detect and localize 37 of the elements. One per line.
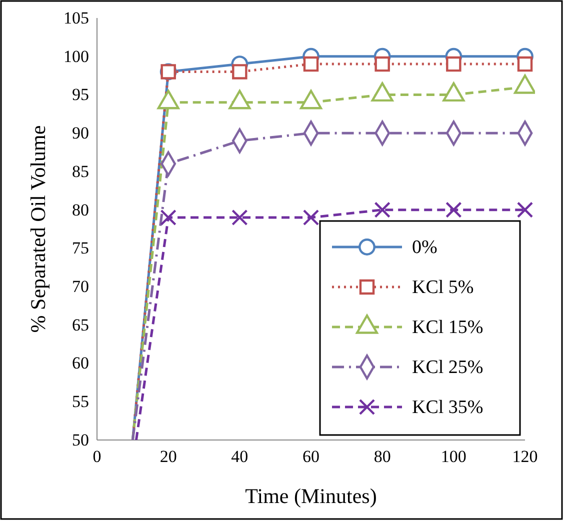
y-axis-title: % Separated Oil Volume	[26, 125, 50, 333]
y-tick-label: 65	[72, 315, 89, 334]
x-tick-label: 80	[374, 447, 391, 466]
y-tick-label: 60	[72, 354, 89, 373]
y-tick-label: 80	[72, 200, 89, 220]
x-tick-label: 0	[92, 447, 102, 466]
x-axis-title: Time (Minutes)	[245, 484, 377, 508]
y-tick-label: 100	[64, 46, 89, 66]
x-tick-label: 100	[440, 447, 466, 466]
y-tick-label: 90	[72, 124, 89, 143]
y-tick-label: 55	[72, 392, 89, 412]
y-tick-label: 50	[72, 430, 89, 450]
y-tick-label: 70	[72, 276, 89, 296]
legend-label: KCl 15%	[412, 317, 484, 338]
legend-label: KCl 25%	[412, 357, 484, 378]
point	[517, 56, 533, 72]
point	[160, 209, 176, 226]
point	[232, 209, 248, 226]
y-tick-label: 95	[72, 85, 89, 104]
x-tick-label: 120	[512, 447, 538, 466]
point	[374, 56, 390, 72]
point	[302, 209, 320, 226]
legend-label: 0%	[412, 237, 438, 258]
point	[374, 202, 390, 218]
x-tick-label: 60	[302, 447, 320, 466]
point	[303, 56, 319, 72]
point	[446, 202, 462, 218]
x-tick-label: 20	[160, 447, 177, 466]
legend-label: KCl 35%	[412, 397, 484, 418]
legend-label: KCl 5%	[412, 277, 474, 298]
point	[446, 56, 462, 72]
point	[516, 202, 534, 218]
y-tick-label: 75	[72, 238, 89, 258]
y-tick-label: 85	[72, 162, 89, 181]
y-tick-label: 105	[64, 8, 89, 28]
point	[232, 64, 248, 80]
x-tick-label: 40	[231, 447, 248, 466]
